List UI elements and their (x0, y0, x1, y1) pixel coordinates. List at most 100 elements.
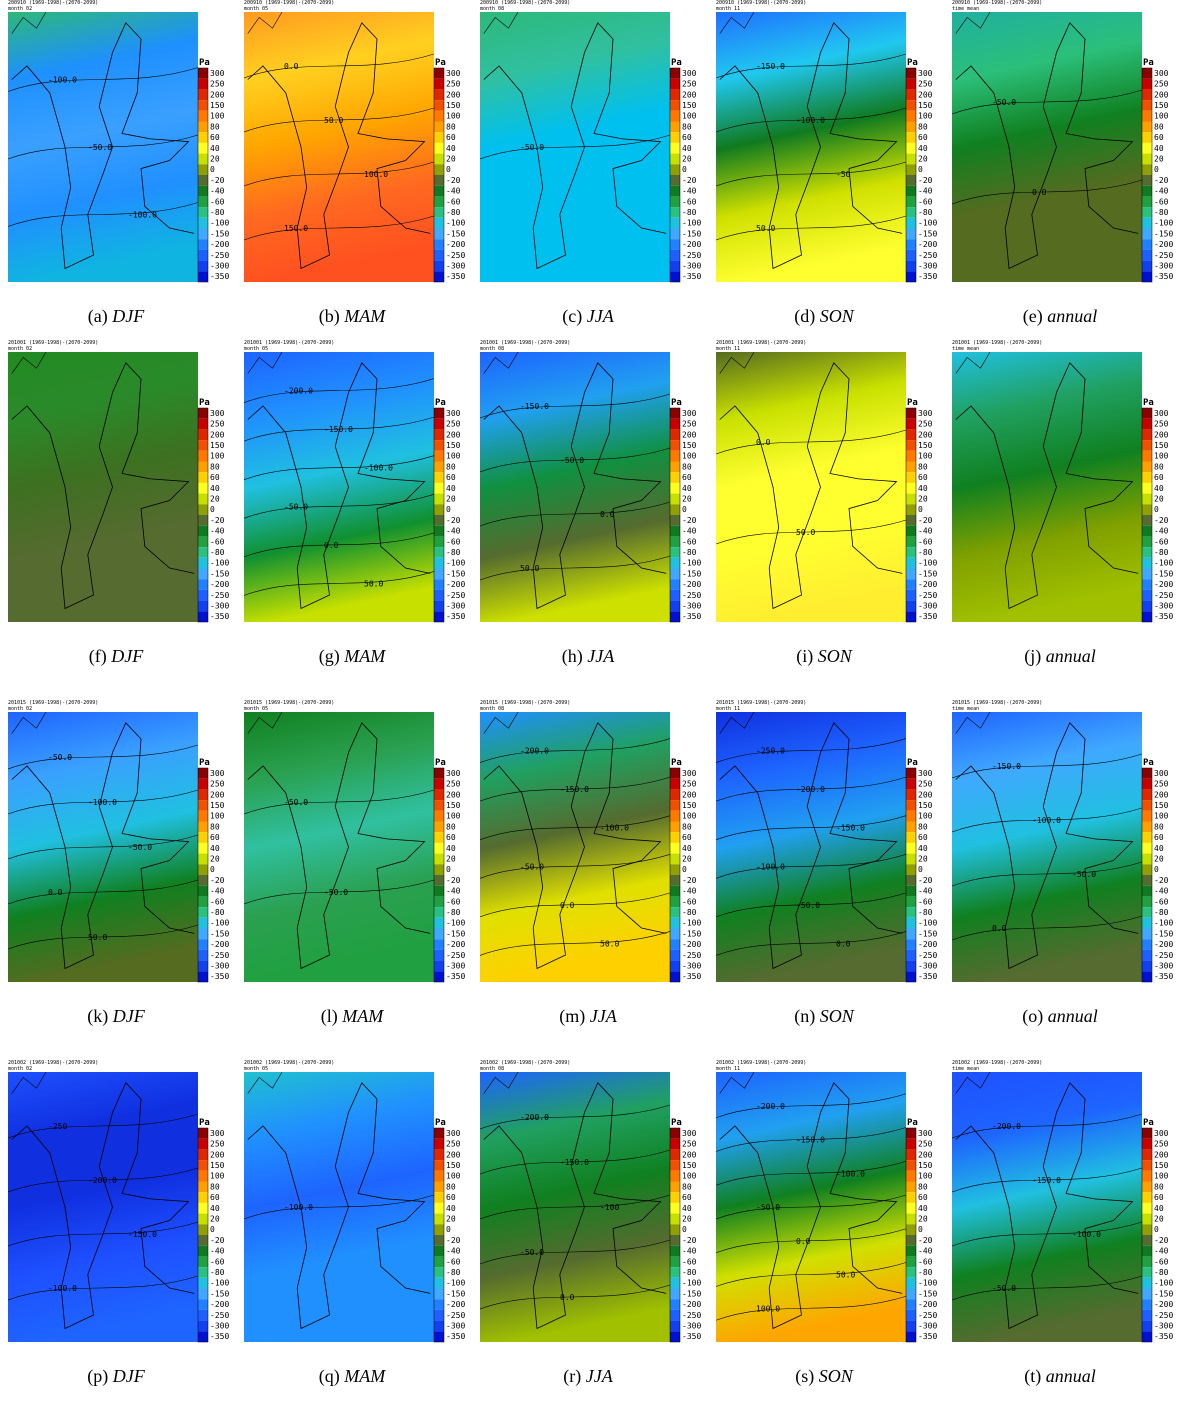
colorbar-swatch (1142, 842, 1152, 854)
colorbar-label: 20 (682, 1214, 692, 1223)
colorbar-swatch (198, 271, 208, 282)
colorbar-label: -150 (210, 569, 229, 578)
colorbar-label: -300 (1154, 261, 1173, 270)
colorbar-label: -40 (210, 1247, 225, 1256)
colorbar-swatch (906, 1181, 916, 1193)
panel-subheader: month 11 (716, 1066, 740, 1072)
colorbar-swatch (670, 832, 680, 843)
colorbar-label: 60 (210, 833, 220, 842)
colorbar-swatch (434, 536, 444, 548)
colorbar-label: 150 (682, 801, 697, 810)
map-field (244, 12, 434, 282)
colorbar-swatch (670, 1320, 680, 1332)
colorbar-label: 250 (446, 420, 461, 429)
colorbar-swatch (1142, 429, 1152, 441)
colorbar-label: -20 (1154, 516, 1169, 525)
colorbar-label: 0 (446, 165, 451, 174)
colorbar-swatch (198, 853, 208, 865)
panel-header: 200910 (1969-1998)-(2070-2099) (8, 0, 98, 6)
panel-subheader: month 08 (480, 706, 504, 712)
colorbar-label: -200 (1154, 940, 1173, 949)
contour-label: -100.0 (600, 824, 629, 833)
colorbar-swatch (906, 185, 916, 197)
colorbar-swatch (906, 1331, 916, 1342)
panel-header: 200910 (1969-1998)-(2070-2099) (716, 0, 806, 6)
colorbar-swatch (1142, 960, 1152, 972)
colorbar-swatch (1142, 1138, 1152, 1150)
colorbar-swatch (1142, 1202, 1152, 1214)
colorbar-swatch (670, 217, 680, 229)
colorbar-label: -150 (210, 229, 229, 238)
colorbar-swatch (434, 482, 444, 494)
colorbar-unit: Pa (435, 58, 446, 68)
colorbar-label: 100 (682, 452, 697, 461)
colorbar-label: 250 (210, 80, 225, 89)
colorbar-label: -200 (1154, 580, 1173, 589)
colorbar-label: 200 (682, 430, 697, 439)
colorbar-label: 150 (918, 101, 933, 110)
colorbar-label: -150 (682, 569, 701, 578)
colorbar-label: -350 (1154, 612, 1173, 621)
colorbar-swatch (670, 1331, 680, 1342)
contour-line (951, 179, 1143, 205)
colorbar-label: -150 (682, 229, 701, 238)
colorbar-label: -80 (446, 908, 461, 917)
colorbar-swatch (670, 1256, 680, 1268)
colorbar-swatch (1142, 68, 1152, 79)
colorbar-label: 0 (210, 865, 215, 874)
colorbar-swatch (906, 810, 916, 822)
colorbar-label: -60 (446, 537, 461, 546)
coastline (483, 1082, 667, 1330)
contour-line (715, 519, 907, 545)
colorbar-swatch (670, 1138, 680, 1150)
colorbar-swatch (434, 515, 444, 526)
colorbar-unit: Pa (199, 758, 210, 768)
panel-header: 201002 (1969-1998)-(2070-2099) (480, 1060, 570, 1066)
colorbar-unit: Pa (199, 1118, 210, 1128)
colorbar-swatch (198, 557, 208, 569)
colorbar-swatch (198, 885, 208, 897)
contour-line (243, 455, 435, 480)
colorbar-label: -350 (682, 1332, 701, 1341)
colorbar-label: 200 (210, 90, 225, 99)
colorbar-label: 80 (1154, 1182, 1164, 1191)
colorbar-swatch (1142, 260, 1152, 272)
caption-season: annual (1046, 646, 1096, 666)
colorbar-label: -60 (1154, 537, 1169, 546)
panel-subheader: month 11 (716, 346, 740, 352)
colorbar-swatch (906, 589, 916, 601)
colorbar-swatch (1142, 78, 1152, 90)
colorbar-swatch (670, 842, 680, 854)
colorbar-label: 250 (210, 780, 225, 789)
colorbar-label: 20 (682, 854, 692, 863)
colorbar-swatch (670, 482, 680, 494)
colorbar-swatch (434, 239, 444, 250)
colorbar-swatch (1142, 810, 1152, 822)
caption-season: MAM (343, 1366, 386, 1386)
colorbar-label: -300 (682, 1321, 701, 1330)
colorbar-label: -350 (210, 972, 229, 981)
colorbar-swatch (1142, 1331, 1152, 1342)
colorbar-swatch (906, 100, 916, 111)
colorbar-swatch (906, 1202, 916, 1214)
colorbar-swatch (670, 960, 680, 972)
colorbar-label: -350 (1154, 272, 1173, 281)
contour-label: 50.0 (324, 116, 343, 125)
colorbar-label: 300 (1154, 1129, 1169, 1138)
contour-line (7, 67, 199, 92)
caption: (n) SON (794, 1006, 854, 1027)
colorbar-label: -60 (918, 897, 933, 906)
colorbar-label: -150 (918, 929, 937, 938)
colorbar-label: -350 (1154, 972, 1173, 981)
colorbar-label: 100 (1154, 812, 1169, 821)
colorbar-label: -20 (446, 876, 461, 885)
colorbar-label: 150 (210, 101, 225, 110)
caption: (t) annual (1024, 1366, 1096, 1387)
colorbar-swatch (906, 1213, 916, 1225)
colorbar-label: -100 (446, 1279, 465, 1288)
colorbar-swatch (670, 917, 680, 929)
contour-label: -50.0 (284, 502, 308, 511)
colorbar-label: -300 (446, 601, 465, 610)
colorbar-label: -100 (918, 1279, 937, 1288)
caption-season: JJA (586, 1366, 614, 1386)
